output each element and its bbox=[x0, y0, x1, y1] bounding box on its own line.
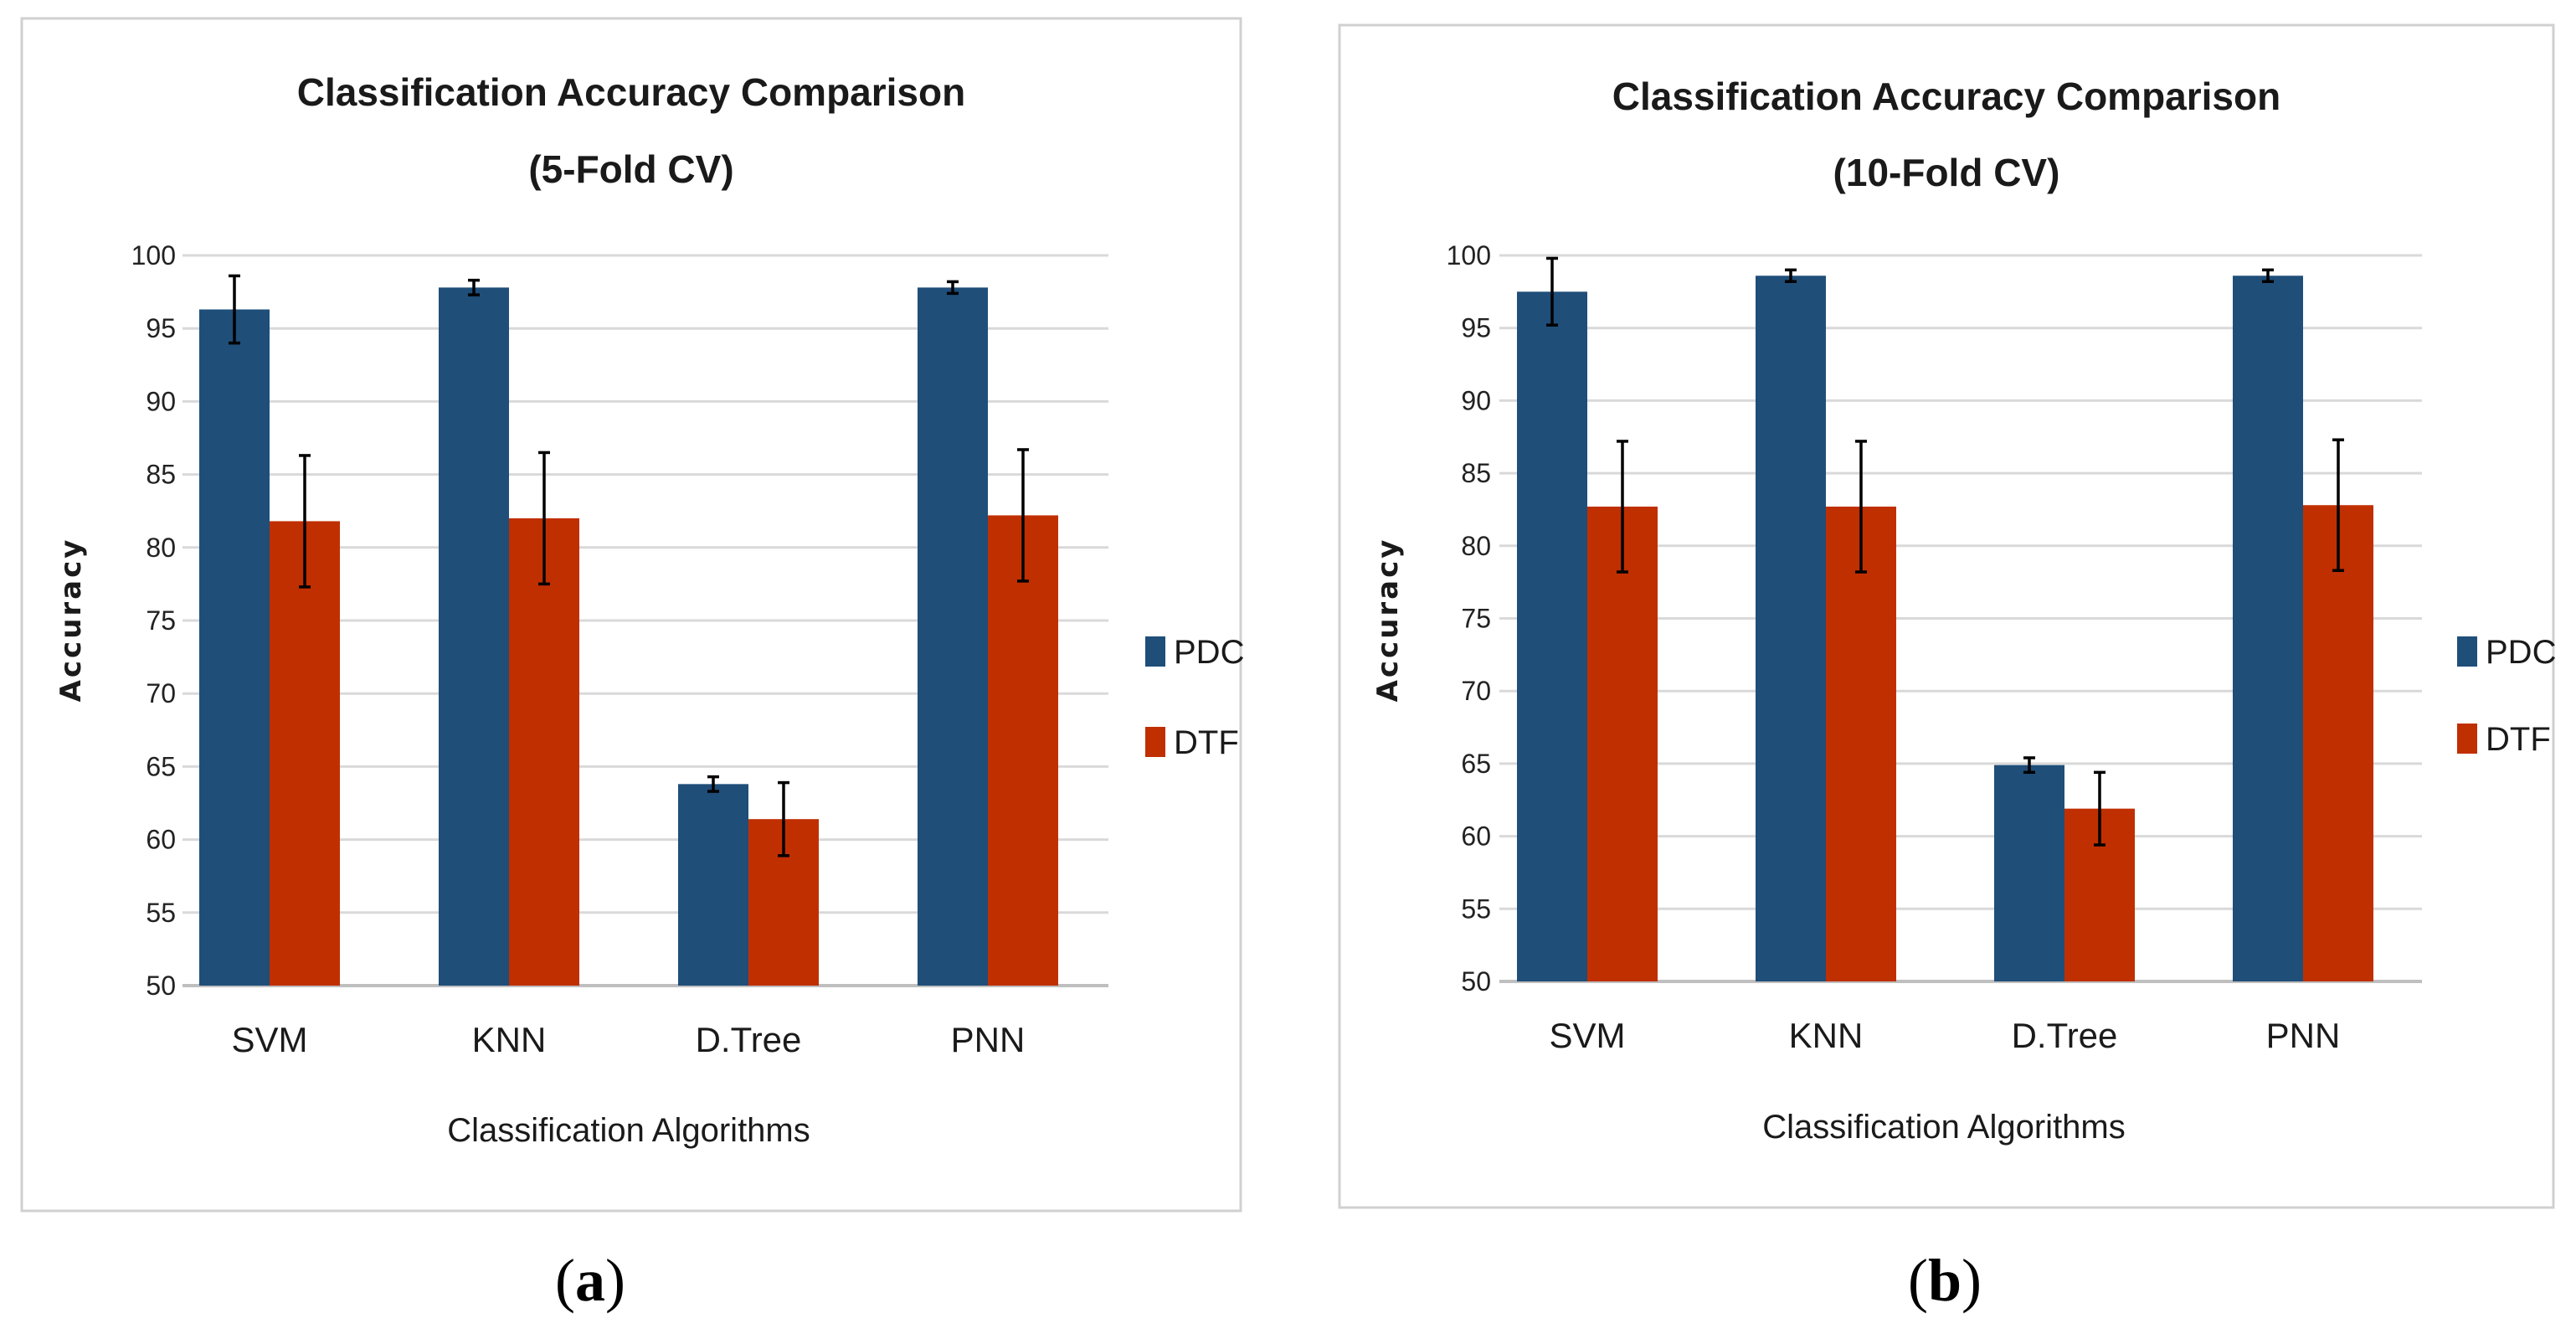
bar-dtf-svm bbox=[270, 521, 340, 986]
error-bar bbox=[2262, 268, 2274, 283]
y-tick-label: 55 bbox=[1461, 894, 1491, 924]
error-bar bbox=[538, 451, 550, 586]
x-category-label: D.Tree bbox=[696, 1020, 802, 1059]
x-category-labels: SVM KNN D.Tree PNN bbox=[231, 1020, 1025, 1059]
error-bar bbox=[947, 280, 959, 296]
y-axis-title: Accuracy bbox=[54, 538, 88, 703]
bar-dtf-pnn bbox=[988, 515, 1058, 986]
x-category-label: PNN bbox=[2266, 1016, 2341, 1055]
y-tick-label: 70 bbox=[146, 678, 176, 708]
y-tick-label: 90 bbox=[1461, 385, 1491, 415]
bar-pdc-knn bbox=[439, 287, 509, 986]
legend-label: PDC bbox=[1174, 634, 1244, 671]
legend-item-dtf: DTF bbox=[2457, 721, 2551, 758]
error-bar bbox=[778, 780, 789, 857]
legend-swatch bbox=[2457, 724, 2477, 754]
y-tick-label: 100 bbox=[1447, 240, 1491, 270]
legend: PDC DTF bbox=[2457, 634, 2556, 758]
x-category-label: D.Tree bbox=[2012, 1016, 2118, 1055]
y-tick-label: 55 bbox=[146, 898, 176, 928]
y-tick-label: 90 bbox=[146, 386, 176, 416]
x-category-label: KNN bbox=[1789, 1016, 1864, 1055]
x-axis-title: Classification Algorithms bbox=[1762, 1109, 2126, 1146]
bar-dtf-svm bbox=[1587, 506, 1658, 981]
y-tick-label: 60 bbox=[146, 825, 176, 855]
bar-dtf-pnn bbox=[2303, 505, 2373, 981]
error-bars bbox=[229, 274, 1029, 857]
y-tick-label: 85 bbox=[146, 460, 176, 490]
bar-pdc-pnn bbox=[918, 287, 988, 986]
legend-swatch bbox=[1145, 636, 1165, 667]
caption-b: (b) bbox=[1908, 1247, 1982, 1314]
y-tick-label: 65 bbox=[1461, 749, 1491, 779]
bar-pdc-dtree bbox=[1994, 765, 2064, 981]
bars bbox=[199, 287, 1058, 986]
y-tick-label: 80 bbox=[1461, 531, 1491, 561]
y-tick-label: 100 bbox=[131, 240, 176, 270]
bar-pdc-pnn bbox=[2233, 276, 2303, 981]
legend: PDC DTF bbox=[1145, 634, 1244, 761]
legend-label: DTF bbox=[1174, 724, 1239, 761]
bar-pdc-svm bbox=[199, 309, 270, 986]
error-bar bbox=[229, 274, 240, 345]
error-bar bbox=[2332, 438, 2344, 573]
chart-panel-b: Classification Accuracy Comparison (10-F… bbox=[1338, 23, 2556, 1209]
error-bar bbox=[707, 775, 719, 793]
error-bar bbox=[468, 278, 480, 296]
legend-item-pdc: PDC bbox=[1145, 634, 1244, 671]
y-tick-label: 75 bbox=[146, 605, 176, 636]
y-tick-label: 50 bbox=[1461, 966, 1491, 997]
bar-pdc-svm bbox=[1517, 291, 1587, 982]
x-category-labels: SVM KNN D.Tree PNN bbox=[1549, 1016, 2340, 1055]
y-tick-labels: 50 55 60 65 70 75 80 85 90 95 100 bbox=[131, 240, 176, 1001]
bar-dtf-knn bbox=[1826, 506, 1896, 981]
legend-label: DTF bbox=[2486, 721, 2551, 758]
chart-title: Classification Accuracy Comparison bbox=[1612, 75, 2280, 118]
y-tick-label: 95 bbox=[1461, 313, 1491, 343]
bar-pdc-dtree bbox=[678, 784, 748, 986]
caption-b-text: (b) bbox=[1908, 1247, 1982, 1314]
chart-panel-a: Classification Accuracy Comparison (5-Fo… bbox=[20, 17, 1244, 1213]
legend-item-dtf: DTF bbox=[1145, 724, 1239, 761]
error-bars bbox=[1546, 256, 2344, 847]
legend-label: PDC bbox=[2486, 634, 2556, 671]
error-bar bbox=[2094, 770, 2106, 847]
chart-subtitle: (10-Fold CV) bbox=[1833, 151, 2060, 194]
caption-a: (a) bbox=[555, 1247, 625, 1314]
legend-swatch bbox=[1145, 727, 1165, 757]
error-bar bbox=[1617, 440, 1628, 574]
error-bar bbox=[1785, 268, 1797, 283]
bar-dtf-knn bbox=[509, 518, 579, 986]
x-category-label: PNN bbox=[951, 1020, 1026, 1059]
error-bar bbox=[2023, 756, 2035, 775]
y-tick-label: 65 bbox=[146, 751, 176, 781]
error-bar bbox=[299, 454, 311, 589]
bars bbox=[1517, 276, 2373, 982]
legend-swatch bbox=[2457, 636, 2477, 667]
x-category-label: SVM bbox=[231, 1020, 307, 1059]
y-tick-label: 75 bbox=[1461, 604, 1491, 634]
chart-subtitle: (5-Fold CV) bbox=[528, 147, 733, 191]
y-tick-label: 80 bbox=[146, 533, 176, 563]
x-axis-title: Classification Algorithms bbox=[447, 1112, 810, 1149]
error-bar bbox=[1546, 256, 1558, 327]
y-tick-label: 85 bbox=[1461, 458, 1491, 488]
bar-pdc-knn bbox=[1756, 276, 1826, 981]
y-tick-label: 50 bbox=[146, 971, 176, 1001]
y-axis-title: Accuracy bbox=[1371, 538, 1405, 703]
error-bar bbox=[1855, 440, 1867, 574]
chart-title: Classification Accuracy Comparison bbox=[297, 70, 965, 114]
y-tick-label: 60 bbox=[1461, 821, 1491, 852]
x-category-label: KNN bbox=[472, 1020, 547, 1059]
error-bar bbox=[1017, 448, 1029, 583]
x-category-label: SVM bbox=[1549, 1016, 1625, 1055]
caption-a-text: (a) bbox=[555, 1247, 625, 1314]
y-tick-label: 70 bbox=[1461, 676, 1491, 706]
y-tick-labels: 50 55 60 65 70 75 80 85 90 95 100 bbox=[1447, 240, 1491, 997]
y-tick-label: 95 bbox=[146, 313, 176, 343]
legend-item-pdc: PDC bbox=[2457, 634, 2556, 671]
